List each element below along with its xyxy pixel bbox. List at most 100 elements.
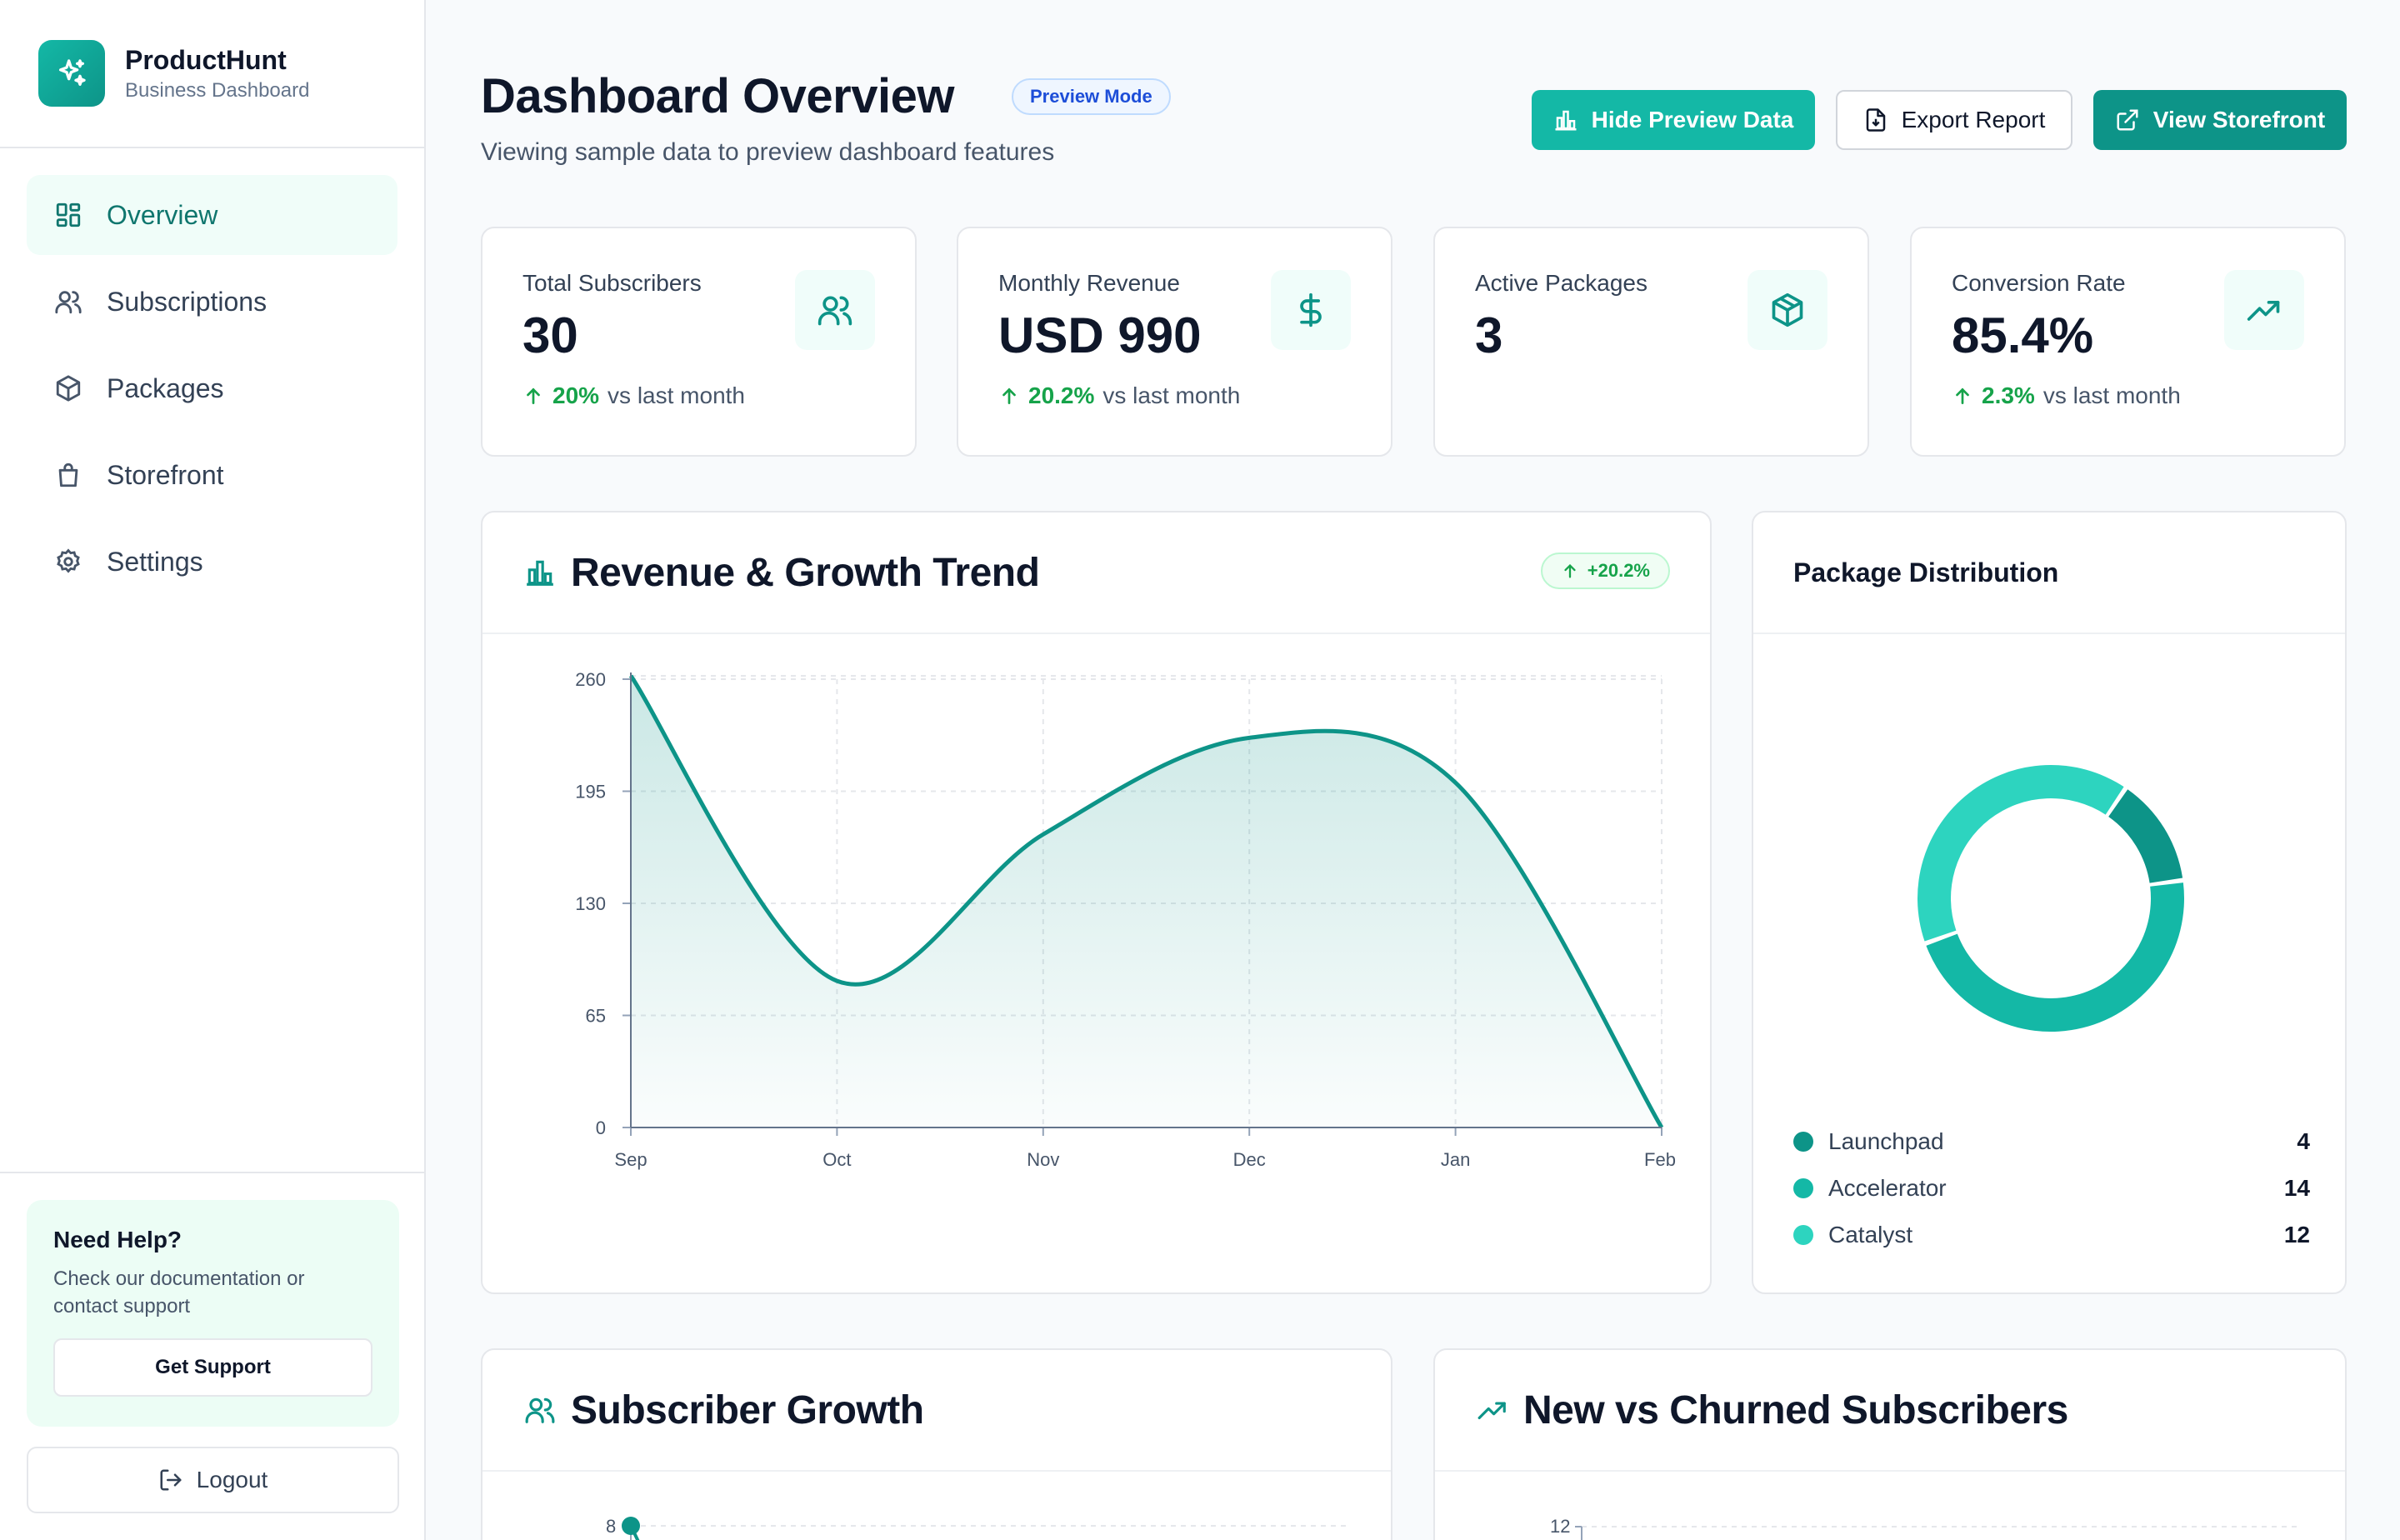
stat-delta-value: 20% [552, 382, 600, 408]
file-download-icon [1863, 108, 1888, 132]
new-vs-churned-card: New vs Churned Subscribers 12 [1433, 1348, 2347, 1540]
shopping-bag-icon [53, 460, 83, 490]
new-vs-churned-chart [1575, 1526, 2302, 1540]
y-tick-label: 195 [575, 782, 606, 802]
sidebar-item-label: Subscriptions [107, 286, 268, 317]
subscriber-growth-chart [622, 1517, 1346, 1540]
dollar-icon [1271, 270, 1351, 350]
brand-name: ProductHunt [125, 44, 287, 75]
sidebar-item-subscriptions[interactable]: Subscriptions [27, 262, 398, 342]
logout-label: Logout [196, 1467, 268, 1492]
export-report-button[interactable]: Export Report [1836, 90, 2072, 150]
stat-card-subscribers: Total Subscribers 30 20% vs last month [481, 227, 917, 457]
sparkles-icon [38, 40, 105, 107]
hide-preview-label: Hide Preview Data [1591, 107, 1794, 132]
stat-label: Total Subscribers [522, 270, 702, 296]
legend-label: Launchpad [1828, 1128, 1944, 1154]
logout-icon [158, 1468, 183, 1492]
revenue-line [628, 674, 1664, 1129]
y-tick-label: 0 [596, 1118, 606, 1138]
legend-label: Accelerator [1828, 1175, 1947, 1201]
stat-label: Monthly Revenue [998, 270, 1180, 296]
help-title: Need Help? [53, 1227, 182, 1252]
stat-value: 85.4% [1952, 308, 2094, 363]
package-distribution-title: Package Distribution [1793, 557, 2059, 588]
package-distribution-card: Package Distribution Launchpad 4 Acceler… [1752, 511, 2347, 1294]
stat-delta-text: vs last month [608, 382, 745, 408]
dashboard-icon [53, 200, 83, 230]
sidebar-item-settings[interactable]: Settings [27, 522, 398, 602]
stat-delta-text: vs last month [2042, 382, 2181, 408]
arrow-up-icon [527, 388, 540, 405]
sidebar-nav: Overview Subscriptions Packages [0, 148, 424, 635]
sidebar-item-label: Storefront [107, 459, 224, 490]
help-box: Need Help? Check our documentation or co… [27, 1200, 399, 1427]
legend-item-catalyst: Catalyst 12 [1793, 1218, 2310, 1252]
stat-value: 30 [522, 308, 578, 363]
sidebar-item-label: Settings [107, 546, 203, 577]
users-icon [525, 1398, 555, 1423]
external-link-icon [2115, 108, 2140, 132]
users-icon [53, 287, 83, 317]
help-text: Check our documentation or contact suppo… [53, 1268, 305, 1318]
view-storefront-button[interactable]: View Storefront [2093, 90, 2347, 150]
arrow-up-icon [1561, 562, 1579, 580]
x-tick-label: Feb [1644, 1149, 1676, 1170]
legend-dot [1793, 1178, 1813, 1198]
x-tick-label: Nov [1027, 1149, 1059, 1170]
page-title: Dashboard Overview [481, 69, 955, 123]
sidebar-item-storefront[interactable]: Storefront [27, 435, 398, 515]
x-tick-label: Sep [614, 1149, 647, 1170]
legend-dot [1793, 1132, 1813, 1152]
donut-slice-launchpad [2108, 789, 2183, 883]
subscriber-growth-header: Subscriber Growth [482, 1350, 1391, 1472]
stat-delta: 20% vs last month [522, 382, 875, 409]
arrow-up-icon [1002, 388, 1016, 405]
sidebar-item-overview[interactable]: Overview [27, 175, 398, 255]
y-tick-label: 8 [606, 1516, 617, 1537]
sidebar-item-label: Packages [107, 372, 224, 403]
sidebar: ProductHunt Business Dashboard Overview … [0, 0, 426, 1540]
legend-label: Catalyst [1828, 1222, 1913, 1248]
stat-delta-value: 20.2% [1028, 382, 1095, 408]
stat-delta-value: 2.3% [1982, 382, 2035, 408]
stat-card-packages: Active Packages 3 [1433, 227, 1869, 457]
legend-item-accelerator: Accelerator 14 [1793, 1172, 2310, 1205]
sidebar-item-packages[interactable]: Packages [27, 348, 398, 428]
revenue-area [631, 675, 1662, 1128]
legend-value: 14 [2283, 1175, 2310, 1201]
stat-card-revenue: Monthly Revenue USD 990 20.2% vs last mo… [957, 227, 1392, 457]
y-tick-label: 12 [1550, 1516, 1571, 1537]
stat-delta: 20.2% vs last month [998, 382, 1351, 409]
bar-chart-icon [1553, 108, 1578, 132]
hide-preview-data-button[interactable]: Hide Preview Data [1532, 90, 1815, 150]
legend-item-launchpad: Launchpad 4 [1793, 1125, 2310, 1158]
package-distribution-header: Package Distribution [1753, 512, 2345, 634]
brand-subtitle: Business Dashboard [125, 78, 310, 102]
legend-value: 12 [2283, 1222, 2310, 1248]
logout-button[interactable]: Logout [27, 1447, 399, 1513]
package-icon [53, 373, 83, 403]
subscriber-growth-card: Subscriber Growth 8 [481, 1348, 1392, 1540]
get-support-button[interactable]: Get Support [53, 1338, 372, 1397]
y-tick-label: 260 [575, 669, 606, 690]
y-tick-label: 130 [575, 893, 606, 914]
stat-value: 3 [1475, 308, 1503, 363]
donut-slice-catalyst [1918, 765, 2124, 942]
page-subtitle: Viewing sample data to preview dashboard… [481, 138, 1055, 166]
package-donut-chart [1918, 765, 2184, 1032]
stat-label: Conversion Rate [1952, 270, 2126, 296]
preview-mode-badge: Preview Mode [1012, 78, 1171, 115]
new-vs-churned-header: New vs Churned Subscribers [1435, 1350, 2345, 1472]
growth-badge: +20.2% [1540, 552, 1670, 589]
revenue-chart-title: Revenue & Growth Trend [571, 550, 1040, 595]
legend-value: 4 [2297, 1128, 2310, 1154]
x-tick-label: Jan [1441, 1149, 1470, 1170]
stat-label: Active Packages [1475, 270, 1648, 296]
revenue-chart-header: Revenue & Growth Trend [482, 512, 1710, 634]
legend-dot [1793, 1225, 1813, 1245]
donut-slice-accelerator [1926, 882, 2184, 1032]
users-icon [795, 270, 875, 350]
y-tick-label: 65 [586, 1006, 606, 1027]
export-report-label: Export Report [1901, 107, 2046, 132]
